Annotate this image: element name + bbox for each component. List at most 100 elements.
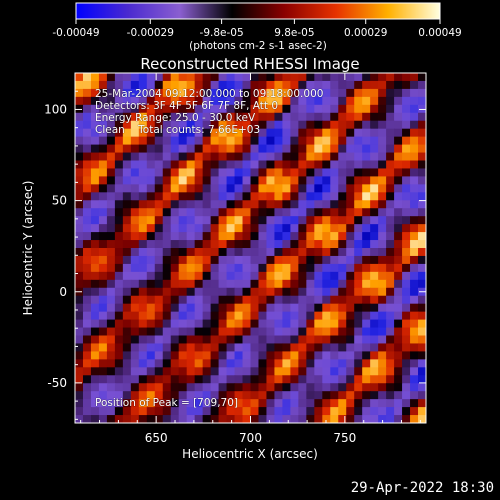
heatmap-cell [106,152,116,162]
heatmap-cell [314,263,323,273]
heatmap-cell [146,224,156,233]
heatmap-cell [290,136,299,146]
heatmap-cell [242,136,252,146]
heatmap-cell [282,351,291,360]
heatmap-cell [218,375,228,384]
heatmap-cell [90,160,100,170]
heatmap-cell [282,208,291,217]
heatmap-cell [218,263,228,273]
heatmap-cell [298,367,307,376]
heatmap-cell [106,120,116,130]
heatmap-cell [330,240,339,249]
heatmap-cell [218,224,228,233]
heatmap-cell [242,399,252,408]
heatmap-cell [178,136,188,146]
heatmap-cell [418,383,426,392]
heatmap-cell [298,303,307,313]
heatmap-cell [266,287,276,297]
heatmap-cell [242,73,252,82]
heatmap-cell [122,391,132,400]
heatmap-cell [162,351,172,360]
heatmap-cell [178,96,188,106]
heatmap-cell [306,327,315,337]
heatmap-cell [226,144,236,154]
heatmap-cell [290,192,299,201]
heatmap-cell [418,399,426,408]
heatmap-cell [282,200,291,209]
heatmap-cell [226,160,236,170]
heatmap-cell [178,391,188,400]
heatmap-cell [322,73,331,82]
heatmap-cell [250,263,260,273]
heatmap-cell [330,311,339,321]
heatmap-cell [218,343,228,352]
heatmap-cell [298,327,307,337]
heatmap-cell [82,311,92,321]
heatmap-cell [226,383,236,392]
heatmap-cell [346,367,355,376]
heatmap-cell [266,311,276,321]
heatmap-cell [122,279,132,289]
heatmap-cell [410,295,419,305]
heatmap-cell [82,112,92,122]
heatmap-cell [386,391,395,400]
heatmap-cell [314,311,323,321]
heatmap-cell [282,96,291,106]
heatmap-cell [226,415,236,423]
heatmap-cell [226,375,236,384]
heatmap-cell [75,152,84,162]
heatmap-cell [242,208,252,217]
heatmap-cell [314,176,323,185]
heatmap-cell [282,303,291,313]
heatmap-cell [354,295,363,305]
heatmap-cell [410,335,419,345]
heatmap-cell [338,144,347,154]
heatmap-cell [258,120,268,130]
heatmap-cell [146,80,156,90]
heatmap-cell [402,295,411,305]
heatmap-cell [410,176,419,185]
heatmap-cell [122,104,132,114]
heatmap-cell [122,311,132,321]
heatmap-cell [346,80,355,90]
heatmap-cell [282,73,291,82]
heatmap-cell [354,399,363,408]
heatmap-cell [218,335,228,345]
heatmap-cell [122,120,132,130]
heatmap-cell [210,240,220,249]
heatmap-cell [370,128,379,138]
heatmap-cell [410,96,419,106]
heatmap-cell [82,120,92,130]
heatmap-cell [170,184,180,193]
heatmap-cell [226,359,236,368]
heatmap-cell [282,136,291,146]
heatmap-cell [226,96,236,106]
heatmap-cell [122,208,132,217]
heatmap-cell [274,88,284,98]
heatmap-cell [394,415,403,423]
heatmap-cell [218,271,228,281]
heatmap-cell [274,399,284,408]
heatmap-cell [106,136,116,146]
heatmap-cell [122,216,132,225]
heatmap-cell [354,351,363,360]
heatmap-cell [114,295,124,305]
heatmap-cell [314,327,323,337]
heatmap-cell [194,407,204,416]
heatmap-cell [418,359,426,368]
heatmap-cell [266,136,276,146]
heatmap-cell [274,263,284,273]
heatmap-cell [218,303,228,313]
heatmap-cell [322,176,331,185]
heatmap-cell [322,88,331,98]
heatmap-cell [218,399,228,408]
heatmap-cell [114,120,124,130]
heatmap-cell [402,184,411,193]
heatmap-cell [250,232,260,241]
heatmap-cell [210,136,220,146]
heatmap-cell [346,168,355,177]
heatmap-cell [122,96,132,106]
heatmap-cell [258,112,268,122]
heatmap-cell [410,144,419,154]
heatmap-cell [354,240,363,249]
